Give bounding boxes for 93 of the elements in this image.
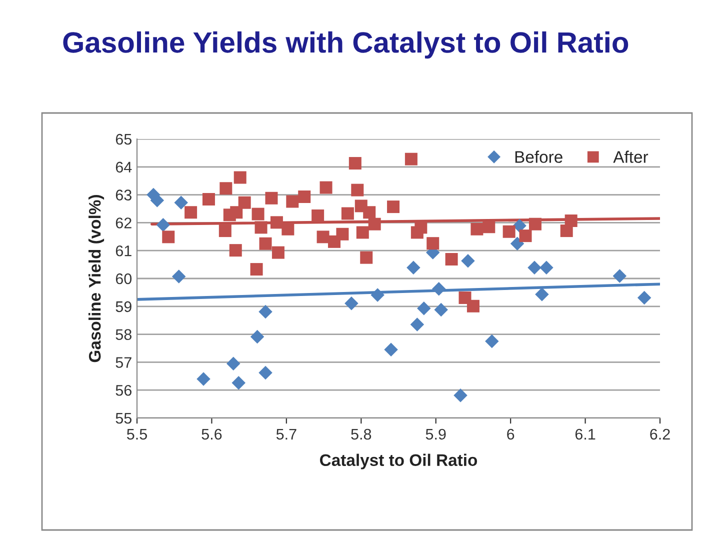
point: [368, 218, 381, 230]
point: [410, 318, 424, 332]
point: [230, 206, 243, 219]
point: [238, 196, 251, 209]
point: [637, 290, 652, 305]
point: [226, 356, 240, 370]
y-tick-label: 56: [116, 384, 132, 396]
point: [482, 220, 496, 234]
legend-label: Before: [515, 150, 562, 163]
point: [535, 288, 549, 302]
x-tick-label: 6: [507, 428, 514, 440]
x-tick-label: 5.7: [276, 428, 296, 440]
point: [232, 376, 246, 390]
point: [387, 200, 400, 214]
y-tick-label: 61: [116, 245, 132, 256]
point: [363, 206, 376, 219]
point: [250, 263, 263, 276]
legend-label: After: [613, 150, 648, 163]
x-tick-label: 5.6: [202, 428, 222, 440]
y-tick-label: 64: [116, 162, 132, 173]
x-tick-label: 6.2: [650, 428, 670, 440]
point: [466, 300, 480, 312]
y-tick-label: 58: [116, 329, 132, 340]
point: [344, 296, 358, 310]
point: [445, 253, 458, 266]
point: [258, 366, 272, 380]
point: [254, 221, 268, 234]
point: [370, 288, 384, 302]
point: [432, 282, 446, 296]
point: [316, 230, 330, 244]
y-tick-label: 55: [116, 413, 132, 424]
point: [174, 196, 188, 210]
point: [250, 330, 264, 344]
point: [434, 302, 448, 317]
point: [470, 222, 484, 236]
point: [502, 225, 516, 238]
point: [404, 152, 418, 166]
point: [162, 230, 175, 244]
point: [196, 372, 210, 386]
y-tick-label: 65: [116, 134, 132, 145]
point: [426, 237, 440, 250]
point: [510, 236, 524, 250]
point: [220, 182, 232, 195]
point: [564, 214, 578, 227]
point: [272, 246, 284, 259]
y-tick-label: 62: [116, 218, 132, 228]
point: [528, 218, 542, 230]
point: [461, 254, 475, 268]
point: [270, 216, 283, 229]
point: [172, 270, 186, 284]
point: [528, 260, 542, 274]
chart-title: Gasoline Yields with Catalyst to Oil Ratio: [63, 31, 628, 59]
x-tick-label: 5.9: [426, 428, 446, 440]
point: [218, 224, 232, 238]
point: [184, 206, 198, 219]
x-axis-title: Catalyst to Oil Ratio: [320, 454, 478, 470]
y-tick-label: 59: [116, 301, 132, 312]
point: [417, 301, 431, 316]
x-tick-label: 5.5: [126, 428, 147, 440]
point: [282, 222, 294, 236]
point: [341, 207, 354, 220]
point: [202, 193, 215, 206]
point: [360, 251, 373, 264]
x-tick-label: 6.1: [575, 428, 596, 440]
point: [320, 181, 332, 194]
point: [259, 237, 272, 250]
y-tick-label: 57: [116, 357, 132, 368]
point: [414, 221, 428, 234]
point: [485, 334, 499, 348]
point: [351, 184, 364, 196]
y-axis-title: Gasoline Yield (vol%): [88, 195, 104, 362]
point: [258, 304, 272, 319]
point: [156, 218, 170, 232]
point: [298, 190, 311, 204]
y-tick-label: 60: [116, 273, 132, 284]
point: [265, 192, 278, 204]
point: [356, 226, 369, 239]
point: [384, 342, 398, 357]
point: [336, 228, 349, 240]
point: [312, 209, 324, 222]
point: [286, 195, 299, 208]
point: [612, 269, 627, 283]
point: [229, 244, 242, 257]
point: [519, 230, 532, 242]
point: [150, 194, 164, 208]
point: [454, 388, 468, 402]
point: [234, 171, 246, 184]
x-tick-label: 5.8: [351, 428, 372, 440]
point: [252, 208, 264, 220]
point: [348, 157, 362, 170]
point: [406, 260, 420, 274]
point: [540, 260, 554, 274]
y-tick-label: 63: [116, 190, 132, 200]
